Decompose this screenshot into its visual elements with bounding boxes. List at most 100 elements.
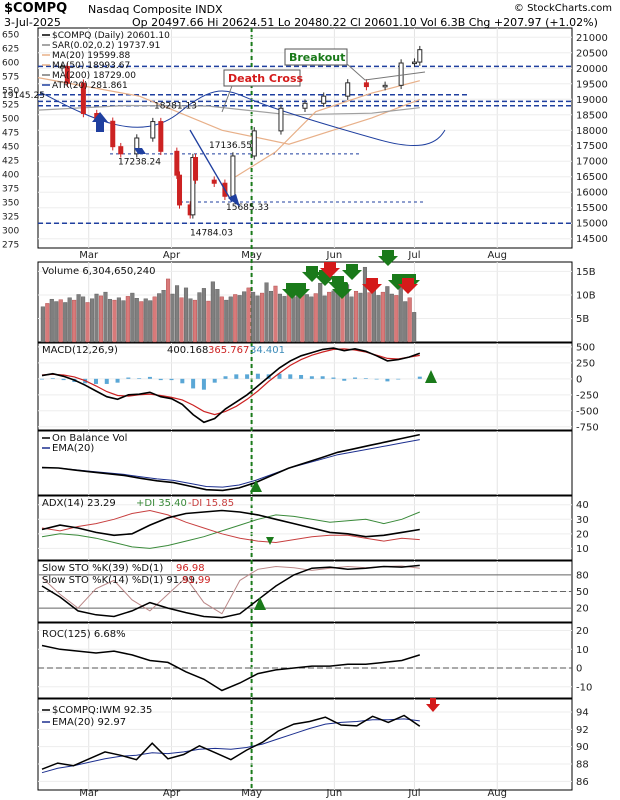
volume-bar — [94, 293, 99, 343]
volume-bar — [157, 293, 162, 343]
macd-histogram-bar — [363, 378, 368, 379]
atr-tick: 375 — [2, 185, 19, 195]
volume-bar — [394, 295, 399, 343]
x-axis-label: Jul — [407, 250, 420, 261]
volume-bar — [116, 297, 121, 343]
macd-histogram-bar — [40, 378, 44, 380]
adx-legend: ADX(14) 23.29 — [42, 498, 116, 509]
red-down-arrow-icon — [320, 262, 340, 278]
price-candle — [211, 179, 217, 184]
atr-tick: 350 — [2, 199, 19, 209]
atr-tick: 425 — [2, 157, 19, 167]
x-axis-label: Aug — [487, 788, 507, 799]
panel-frame-0 — [37, 27, 573, 249]
macd-histogram-bar — [201, 378, 206, 390]
volume-bar — [224, 299, 229, 343]
macd-line — [41, 347, 421, 424]
sto39-line — [41, 564, 420, 619]
obv-line — [41, 433, 420, 492]
volume-bar — [139, 301, 144, 343]
sell-arrow-icon — [134, 148, 146, 154]
volume-bar — [291, 296, 296, 343]
panel-frame-3 — [37, 430, 573, 496]
death-cross-pointer — [221, 85, 233, 113]
macd-histogram-bar — [115, 378, 120, 383]
price-candle — [417, 49, 423, 63]
green-up-arrow-icon — [250, 480, 262, 492]
panel-frame-7 — [37, 698, 573, 791]
x-axis-label: Mar — [79, 250, 99, 261]
volume-bar — [228, 296, 233, 343]
index-name: Nasdaq Composite INDX — [88, 3, 223, 16]
price-label: 17238.24 — [118, 157, 161, 167]
volume-bar — [282, 296, 287, 343]
price-candle — [80, 82, 86, 115]
volume-bar — [242, 291, 247, 343]
price-legend-entry: MA(200) 18729.00 — [52, 71, 136, 81]
volume-tick: 10B — [576, 290, 596, 301]
moving-average-line — [37, 104, 420, 116]
volume-bar — [152, 296, 157, 343]
volume-bar — [251, 291, 256, 343]
volume-bar — [134, 298, 139, 343]
atr-tick: 400 — [2, 171, 19, 181]
price-label: 19145.25 — [2, 91, 45, 101]
volume-bar — [197, 292, 202, 343]
volume-bar — [313, 293, 318, 343]
price-tick: 21000 — [576, 33, 608, 44]
volume-bar — [58, 299, 63, 343]
volume-bar — [407, 297, 412, 343]
volume-tick: 15B — [576, 267, 596, 278]
volume-bar — [192, 299, 197, 343]
volume-bar — [54, 301, 59, 343]
death-cross-annotation: Death Cross — [228, 72, 304, 85]
macd-histogram-bar — [212, 378, 217, 383]
macd-histogram-bar — [93, 378, 98, 384]
panel-frame-6 — [37, 622, 573, 699]
price-candle — [134, 137, 140, 155]
price-candle — [177, 174, 183, 206]
volume-bar — [49, 298, 54, 343]
price-label: 15685.33 — [226, 203, 269, 213]
sto14-legend: Slow STO %K(14) %D(1) 91.99, — [42, 575, 198, 586]
price-candle — [363, 82, 369, 88]
adx-tick: 30 — [576, 515, 589, 526]
moving-average-line — [235, 80, 420, 178]
volume-bar — [309, 296, 314, 343]
volume-bar — [72, 299, 77, 343]
macd-histogram-bar — [320, 376, 325, 379]
price-candle — [230, 155, 236, 197]
adx-tick: 40 — [576, 500, 589, 511]
price-candle — [193, 157, 199, 181]
adx-tick: 10 — [576, 544, 589, 555]
macd-signal-line — [41, 348, 420, 416]
macd-histogram-bar — [299, 374, 304, 379]
volume-bar — [183, 287, 189, 343]
price-candle — [398, 62, 404, 86]
atr-tick: 550 — [2, 87, 19, 97]
price-candle — [174, 150, 180, 176]
adx-line — [41, 509, 420, 538]
volume-bar — [322, 295, 327, 343]
volume-bar — [103, 291, 108, 343]
macd-tick: 500 — [576, 342, 595, 353]
volume-bar — [179, 297, 184, 343]
volume-bar — [246, 287, 251, 343]
volume-bar — [67, 297, 72, 343]
atr-tick: 600 — [2, 59, 19, 69]
x-axis-label: Apr — [163, 250, 181, 261]
volume-bar — [353, 290, 359, 343]
macd-tick: -750 — [576, 422, 599, 433]
volume-bar — [219, 296, 224, 343]
volume-bar — [90, 298, 95, 343]
ohlc-label: Op 20497.66 Hi 20624.51 Lo 20480.22 Cl 2… — [132, 16, 598, 29]
price-candle — [110, 120, 116, 148]
obv-legend: On Balance Vol — [52, 433, 127, 444]
volume-bar — [112, 299, 117, 343]
price-candle — [64, 65, 70, 84]
price-tick: 19500 — [576, 79, 608, 90]
macd-hist-value: 34.401 — [250, 345, 285, 356]
volume-bar — [170, 293, 175, 343]
price-tick: 20500 — [576, 48, 608, 59]
